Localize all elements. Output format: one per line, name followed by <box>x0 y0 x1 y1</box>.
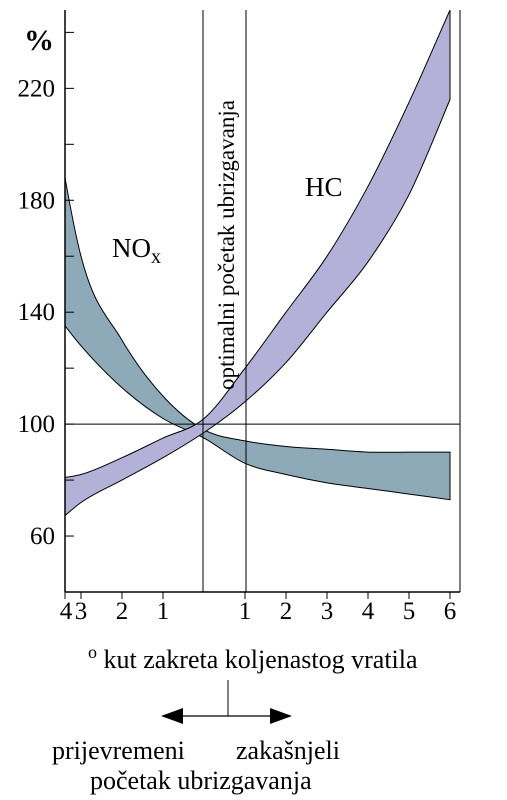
x-tick-label: 2 <box>116 598 129 625</box>
x-tick-label: 4 <box>60 598 73 625</box>
x-tick-label: 3 <box>321 598 334 625</box>
x-tick-label: 1 <box>157 598 170 625</box>
advance-arrowhead <box>161 708 183 724</box>
y-tick-label: 100 <box>18 411 56 438</box>
nox-label: NOx <box>112 233 161 268</box>
x-axis-label-words: kut zakreta koljenastog vratila <box>97 645 418 674</box>
advance-label: prijevremeni <box>52 736 185 765</box>
x-axis-label-text: o kut zakreta koljenastog vratila <box>88 642 418 674</box>
optimal-timing-label: optimalni početak ubrizgavanja <box>214 100 239 390</box>
nox-label-main: NO <box>112 233 151 263</box>
timing-label: početak ubrizgavanja <box>90 766 312 795</box>
x-tick-label: 4 <box>362 598 375 625</box>
y-axis-label: % <box>24 24 54 57</box>
x-tick-label: 2 <box>280 598 293 625</box>
y-tick-label: 60 <box>30 523 55 550</box>
bands-layer <box>65 10 451 517</box>
retard-label: zakašnjeli <box>236 736 340 765</box>
hc-band <box>65 10 451 517</box>
x-tick-label: 3 <box>75 598 88 625</box>
nox-band <box>65 174 451 501</box>
degree-marker: o <box>88 642 97 662</box>
x-tick-label: 5 <box>403 598 416 625</box>
x-tick-label: 6 <box>444 598 457 625</box>
nox-label-subscript: x <box>151 246 161 268</box>
axes-layer <box>64 10 461 593</box>
annotation-layer: NOx HC optimalni početak ubrizgavanja <box>112 100 343 724</box>
x-axis-label: o kut zakreta koljenastog vratila <box>88 643 418 673</box>
retard-arrowhead <box>270 708 292 724</box>
y-tick-label: 220 <box>18 75 56 102</box>
y-tick-label: 140 <box>18 299 56 326</box>
hc-label: HC <box>305 172 343 202</box>
x-tick-label: 1 <box>239 598 252 625</box>
y-tick-label: 180 <box>18 187 56 214</box>
